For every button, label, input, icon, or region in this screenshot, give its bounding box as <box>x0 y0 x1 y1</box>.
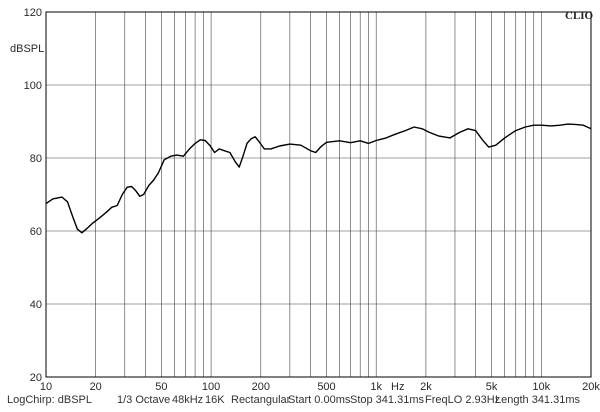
y-tick-label: 100 <box>24 80 42 92</box>
plot-frame <box>45 11 592 378</box>
footer-start: Start 0.00ms <box>288 394 351 406</box>
x-tick-label: 10k <box>532 381 550 393</box>
y-tick-label: 60 <box>30 226 42 238</box>
y-tick-label: 20 <box>30 372 42 384</box>
x-tick-label: 20k <box>582 381 600 393</box>
clio-brand-label: CLIO <box>565 10 594 22</box>
y-tick-label: 40 <box>30 299 42 311</box>
x-tick-label: 1k <box>370 381 382 393</box>
x-tick-label: 20 <box>90 381 102 393</box>
x-tick-label: 2k <box>420 381 432 393</box>
footer-mode: LogChirp: dBSPL <box>7 394 92 406</box>
x-tick-label: 200 <box>252 381 270 393</box>
y-tick-label: 120 <box>24 7 42 19</box>
x-tick-label: 50 <box>155 381 167 393</box>
y-tick-label: 80 <box>30 153 42 165</box>
footer-length: Length 341.31ms <box>495 394 581 406</box>
x-axis-unit-label: Hz <box>391 381 404 393</box>
series-line <box>45 123 592 234</box>
footer-window: Rectangular <box>231 394 291 406</box>
x-tick-label: 10 <box>40 381 52 393</box>
x-tick-labels: 10 20 50 100 200 500 1k 2k 5k 10k 20k <box>40 381 600 393</box>
footer-sample-rate: 48kHz <box>172 394 204 406</box>
footer-freqlo: FreqLO 2.93Hz <box>425 394 501 406</box>
footer-stop: Stop 341.31ms <box>350 394 424 406</box>
y-axis-label: dBSPL <box>10 43 44 55</box>
measurement-info-footer: LogChirp: dBSPL 1/3 Octave 48kHz 16K Rec… <box>0 394 600 410</box>
footer-smoothing: 1/3 Octave <box>117 394 171 406</box>
x-tick-label: 500 <box>317 381 335 393</box>
y-tick-labels: 120 100 80 60 40 20 <box>24 7 42 384</box>
footer-fft-size: 16K <box>205 394 225 406</box>
x-tick-label: 5k <box>486 381 498 393</box>
major-gridlines <box>46 11 591 378</box>
x-tick-label: 100 <box>202 381 220 393</box>
minor-gridlines <box>45 12 592 377</box>
